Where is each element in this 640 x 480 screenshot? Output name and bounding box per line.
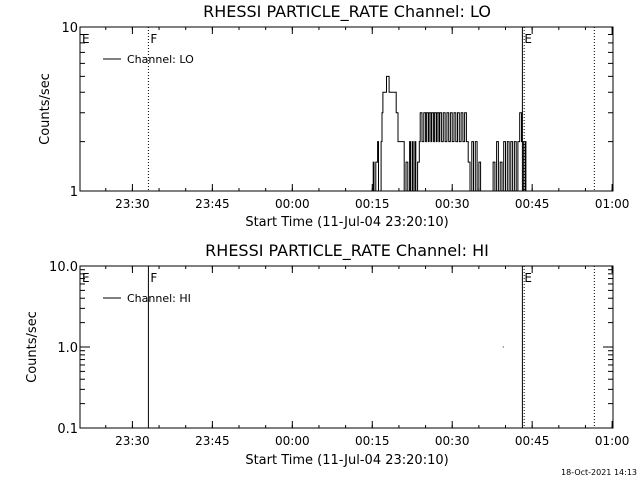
hi-x-tick-label: 00:00 xyxy=(275,434,310,448)
lo-series-line xyxy=(372,75,527,192)
hi-channel-panel: RHESSI PARTICLE_RATE Channel: HI Counts/… xyxy=(25,241,629,468)
hi-chart-title: RHESSI PARTICLE_RATE Channel: HI xyxy=(205,241,489,261)
hi-event-marker-label: E xyxy=(82,271,90,285)
hi-x-tick-label: 23:45 xyxy=(195,434,230,448)
lo-event-marker-label: F xyxy=(150,32,157,46)
hi-y-tick-label: 10.0 xyxy=(49,260,78,275)
hi-y-tick-label: 1.0 xyxy=(57,341,78,356)
hi-legend: Channel: HI xyxy=(103,292,191,305)
hi-legend-entry: Channel: HI xyxy=(127,292,191,305)
hi-event-marker-label: E xyxy=(524,271,532,285)
hi-y-tick-label: 0.1 xyxy=(57,422,78,437)
lo-x-tick-label: 23:30 xyxy=(115,197,150,211)
hi-x-tick-label: 00:15 xyxy=(355,434,390,448)
hi-axis-ticks: 23:30 23:45 00:00 00:15 00:30 00:45 01:00 0.1 1.… xyxy=(49,260,629,448)
lo-y-axis-label: Counts/sec xyxy=(38,73,53,145)
hi-x-tick-label: 23:30 xyxy=(115,434,150,448)
hi-y-axis-label: Counts/sec xyxy=(25,311,40,383)
hi-event-marker-label: F xyxy=(150,271,157,285)
lo-chart-title: RHESSI PARTICLE_RATE Channel: LO xyxy=(203,2,491,22)
lo-event-marker-label: E xyxy=(524,32,532,46)
lo-x-tick-label: 00:45 xyxy=(515,197,550,211)
lo-y-tick-label: 1 xyxy=(70,185,78,200)
lo-x-tick-label: 23:45 xyxy=(195,197,230,211)
hi-x-tick-label: 00:45 xyxy=(515,434,550,448)
lo-legend-entry: Channel: LO xyxy=(127,53,194,66)
hi-x-tick-label: 00:30 xyxy=(435,434,470,448)
hi-plot-frame xyxy=(79,265,614,429)
lo-legend: Channel: LO xyxy=(103,53,194,66)
lo-x-tick-label: 00:15 xyxy=(355,197,390,211)
hi-x-tick-label: 01:00 xyxy=(595,434,630,448)
lo-plot-frame xyxy=(79,26,614,192)
lo-event-marker-label: E xyxy=(82,32,90,46)
lo-axis-ticks: 23:30 23:45 00:00 00:15 00:30 00:45 01:00 1 10 xyxy=(61,21,629,211)
lo-channel-panel: RHESSI PARTICLE_RATE Channel: LO Counts/… xyxy=(38,2,629,230)
hi-x-axis-label: Start Time (11-Jul-04 23:20:10) xyxy=(245,453,448,468)
lo-y-tick-label: 10 xyxy=(61,21,78,36)
lo-x-tick-label: 00:30 xyxy=(435,197,470,211)
lo-x-tick-label: 01:00 xyxy=(595,197,630,211)
footer-timestamp: 18-Oct-2021 14:13 xyxy=(561,468,637,477)
lo-x-tick-label: 00:00 xyxy=(275,197,310,211)
lo-x-axis-label: Start Time (11-Jul-04 23:20:10) xyxy=(245,215,448,230)
